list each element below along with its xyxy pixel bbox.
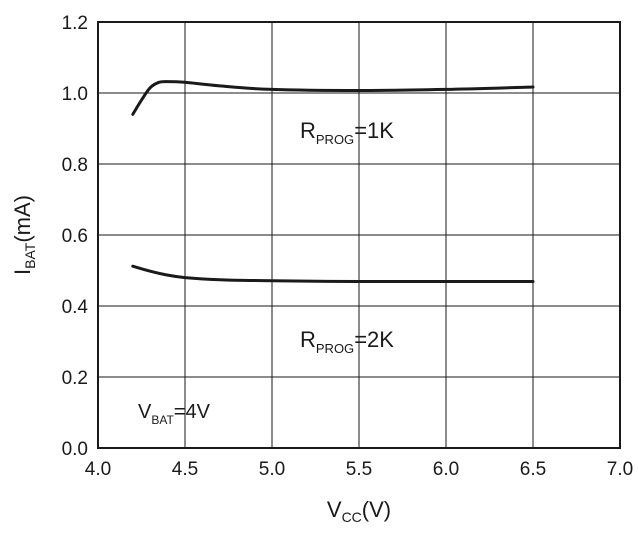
x-tick-label: 7.0	[607, 459, 633, 480]
x-axis-label: VCC(V)	[327, 497, 391, 525]
y-tick-label: 0.8	[62, 155, 88, 176]
y-tick-label: 1.0	[62, 84, 88, 105]
y-tick-label: 0.6	[62, 226, 88, 247]
plot-frame	[97, 21, 621, 449]
x-tick-label: 4.0	[85, 459, 111, 480]
annotation-rprog-1k: RPROG=1K	[300, 118, 394, 147]
y-axis-label: IBAT(mA)	[10, 195, 38, 275]
x-tick-label: 4.5	[172, 459, 198, 480]
grid	[98, 22, 620, 448]
annotation-vbat: VBAT=4V	[138, 401, 211, 427]
y-tick-label: 0.2	[62, 368, 88, 389]
series-line-2	[131, 264, 535, 284]
x-tick-label: 5.0	[259, 459, 285, 480]
x-tick-label: 5.5	[346, 459, 372, 480]
x-tick-label: 6.0	[433, 459, 459, 480]
x-tick-label: 6.5	[520, 459, 546, 480]
annotation-rprog-2k: RPROG=2K	[300, 327, 394, 356]
y-tick-label: 0.0	[62, 439, 88, 460]
series-line-1	[131, 80, 535, 116]
x-tick-labels: 4.0 4.5 5.0 5.5 6.0 6.5 7.0	[85, 459, 633, 480]
series-group	[131, 80, 535, 284]
y-tick-label: 0.4	[62, 297, 89, 318]
y-tick-label: 1.2	[62, 13, 88, 34]
y-tick-labels: 0.0 0.2 0.4 0.6 0.8 1.0 1.2	[62, 13, 89, 460]
